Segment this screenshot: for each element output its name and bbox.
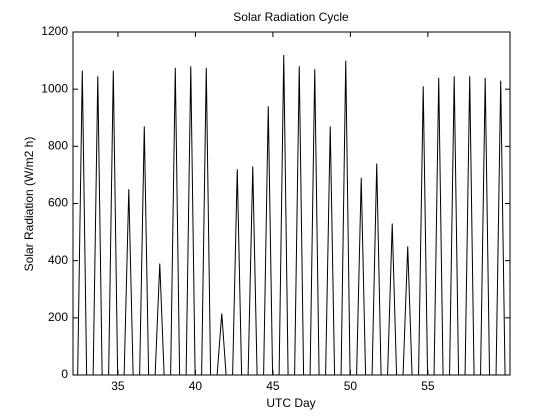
y-axis-label: Solar Radiation (W/m2 h) [22,137,36,272]
x-tick-label: 40 [189,379,203,393]
y-tick-label: 1200 [41,24,68,38]
x-tick-label: 50 [344,379,358,393]
y-tick-label: 1000 [41,81,68,95]
x-tick-label: 35 [111,379,125,393]
data-line [77,54,506,376]
chart-title: Solar Radiation Cycle [233,10,349,24]
x-axis-label: UTC Day [266,396,315,410]
x-tick-label: 55 [421,379,435,393]
x-tick-label: 45 [266,379,280,393]
plot-frame [72,31,511,376]
y-tick-label: 800 [48,139,68,153]
y-tick-label: 600 [48,196,68,210]
y-tick-label: 0 [61,367,68,381]
y-tick-label: 200 [48,310,68,324]
y-tick-label: 400 [48,253,68,267]
